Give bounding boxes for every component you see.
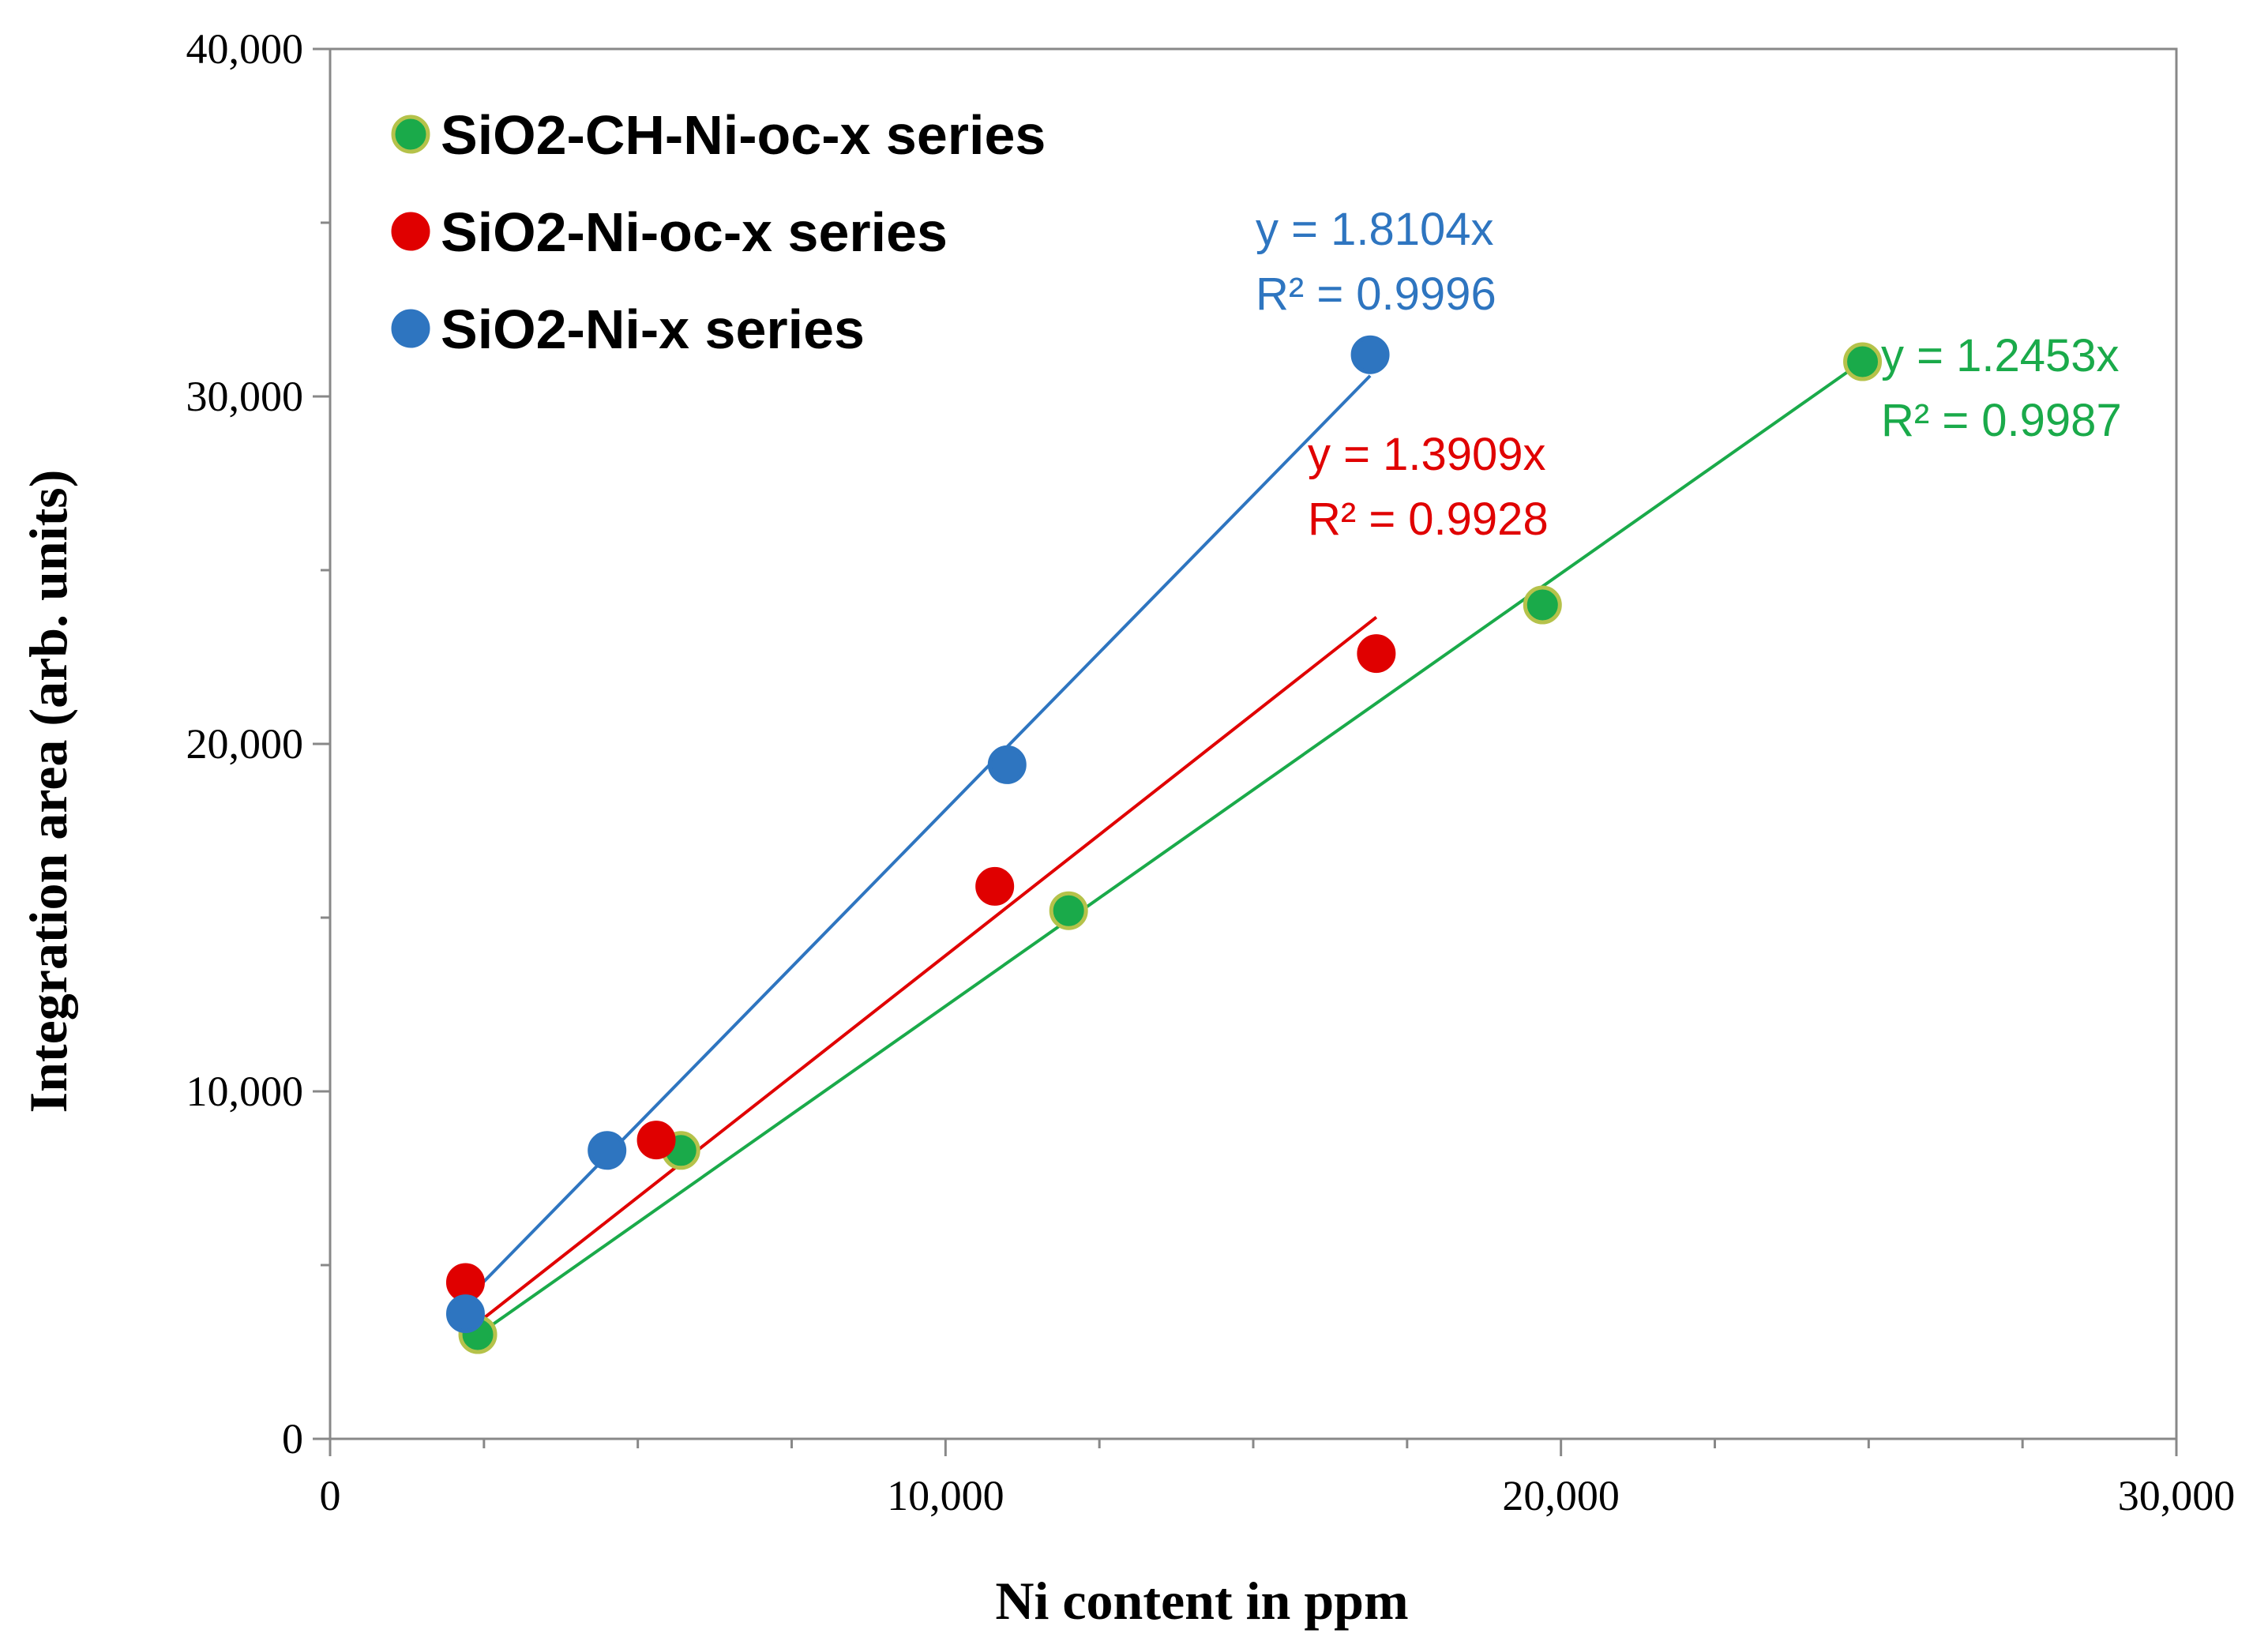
legend-marker	[391, 212, 430, 251]
data-point	[636, 1121, 676, 1160]
legend-label: SiO2-CH-Ni-oc-x series	[441, 104, 1046, 166]
x-tick-label: 0	[320, 1472, 341, 1519]
axes: 0 10,000 20,000 30,000 40,000 0 10,000 20,000 30…	[186, 25, 2236, 1519]
data-point	[1350, 335, 1390, 374]
fit-annotation-text: R² = 0.9996	[1256, 268, 1496, 320]
fit-line	[464, 616, 1378, 1334]
data-point	[975, 866, 1015, 906]
legend-label: SiO2-Ni-x series	[441, 299, 865, 360]
x-axis-title: Ni content in ppm	[995, 1571, 1408, 1631]
fit-annotations: y = 1.2453x R² = 0.9987 y = 1.3909x R² = 0.…	[1256, 204, 2122, 545]
fit-annotation-text: R² = 0.9987	[1881, 395, 2122, 446]
y-tick-label: 20,000	[186, 720, 304, 768]
y-tick-label: 30,000	[186, 373, 304, 420]
fit-lines	[464, 360, 1864, 1337]
x-tick-label: 30,000	[2118, 1472, 2236, 1519]
x-tick-label: 10,000	[887, 1472, 1004, 1519]
fit-annotation-text: R² = 0.9928	[1308, 494, 1549, 545]
data-point	[1357, 634, 1396, 674]
fit-line	[476, 360, 1864, 1337]
data-point	[588, 1131, 627, 1170]
y-tick-label: 40,000	[186, 25, 304, 73]
data-point	[445, 1294, 485, 1334]
y-axis-title: Integration area (arb. units)	[18, 470, 78, 1113]
legend: SiO2-CH-Ni-oc-x series SiO2-Ni-oc-x serie…	[391, 104, 1046, 360]
fit-annotation-text: y = 1.3909x	[1308, 429, 1546, 480]
data-point	[1843, 342, 1883, 381]
legend-label: SiO2-Ni-oc-x series	[441, 201, 948, 263]
y-tick-label: 0	[282, 1415, 303, 1463]
x-tick-label: 20,000	[1502, 1472, 1620, 1519]
y-tick-label: 10,000	[186, 1068, 304, 1115]
legend-marker	[391, 309, 430, 348]
fit-annotation-text: y = 1.8104x	[1256, 204, 1494, 255]
data-points	[445, 335, 1883, 1354]
data-point	[1523, 585, 1562, 625]
fit-annotation-text: y = 1.2453x	[1881, 330, 2120, 381]
data-point	[987, 745, 1027, 784]
data-point	[1049, 891, 1088, 930]
legend-marker	[391, 115, 430, 154]
